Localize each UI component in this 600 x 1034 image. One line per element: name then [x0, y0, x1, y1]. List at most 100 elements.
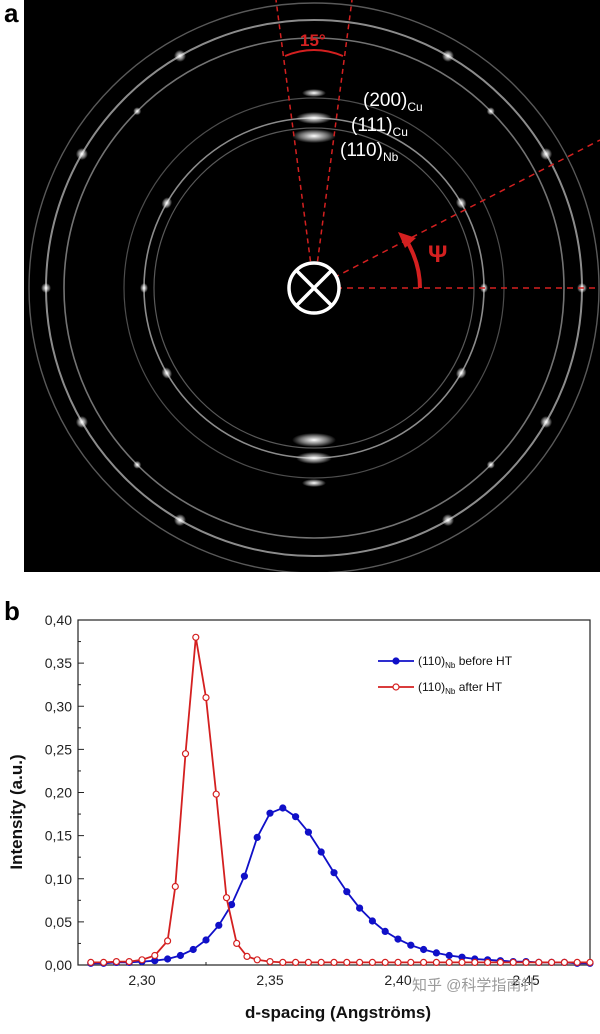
series-line	[90, 637, 590, 964]
data-point	[125, 958, 133, 966]
y-tick-label: 0,15	[45, 828, 72, 844]
data-point	[356, 904, 364, 912]
diffraction-spot	[292, 129, 336, 143]
diffraction-spot	[302, 89, 326, 97]
diffraction-spot	[75, 416, 88, 429]
cone-arc	[284, 49, 344, 57]
chart-legend: (110)Nb before HT (110)Nb after HT	[378, 654, 513, 696]
diffraction-spot	[442, 514, 454, 527]
data-point	[202, 936, 210, 944]
ring-outer-1	[63, 37, 565, 539]
series-before-ht	[87, 804, 594, 967]
diffraction-rings	[28, 2, 600, 572]
data-point	[228, 901, 236, 909]
beam-center-marker	[287, 261, 341, 315]
diffraction-spot	[486, 107, 495, 116]
data-point	[99, 958, 108, 966]
diffraction-spot	[174, 514, 186, 527]
data-point	[484, 958, 492, 966]
cone-right-line	[313, 0, 353, 289]
data-point	[458, 958, 466, 966]
diffraction-spot	[455, 367, 467, 379]
y-tick-label: 0,25	[45, 741, 72, 757]
data-point	[266, 958, 274, 966]
diffraction-spot	[174, 49, 186, 62]
diffraction-spot	[442, 49, 454, 62]
data-point	[330, 869, 338, 877]
legend-marker-icon	[392, 657, 400, 665]
data-point	[573, 958, 581, 966]
x-tick-label: 2,40	[384, 972, 411, 988]
data-point	[560, 958, 569, 966]
diffraction-spot	[296, 452, 332, 464]
diffraction-spot	[133, 107, 142, 116]
panel-a: a 15° Ψ (200)Cu (	[4, 0, 600, 572]
legend-label: (110)Nb before HT	[418, 654, 513, 670]
x-axis-title: d-spacing (Angströms)	[245, 1003, 431, 1022]
data-point	[181, 750, 190, 758]
data-point	[445, 958, 453, 966]
data-point	[471, 958, 479, 966]
x-tick-label: 2,45	[512, 972, 539, 988]
data-point	[317, 958, 325, 966]
data-point	[233, 939, 241, 947]
data-point	[192, 633, 200, 641]
data-point	[432, 949, 440, 957]
diffraction-spot	[302, 479, 326, 487]
beam-cross-line-2	[294, 268, 334, 308]
data-point	[292, 813, 300, 821]
data-point	[151, 951, 159, 960]
psi-label: Ψ	[428, 241, 447, 268]
data-point	[445, 951, 453, 960]
data-point	[202, 693, 210, 702]
legend-label: (110)Nb after HT	[418, 680, 503, 696]
data-point	[266, 809, 274, 817]
diffraction-spot	[41, 283, 51, 293]
data-point	[381, 958, 389, 966]
data-point	[407, 958, 415, 966]
reflection-labels: (200)Cu (111)Cu (110)Nb	[340, 90, 423, 164]
psi-arrowhead-icon	[398, 232, 416, 248]
data-point	[222, 894, 231, 902]
data-point	[420, 945, 428, 954]
legend-marker-icon	[392, 683, 400, 691]
ring-outer-3	[28, 2, 600, 572]
psi-tilted-line	[313, 139, 600, 289]
diffraction-spot	[161, 367, 173, 379]
y-tick-label: 0,10	[45, 871, 72, 887]
data-point	[253, 956, 261, 964]
data-point	[304, 958, 312, 966]
diffraction-spot	[140, 283, 148, 293]
data-point	[279, 958, 287, 966]
data-point	[368, 958, 376, 966]
data-point	[330, 958, 338, 966]
diffraction-spot	[540, 416, 553, 428]
data-point	[253, 833, 261, 841]
data-point	[586, 958, 594, 966]
x-tick-label: 2,35	[256, 972, 283, 988]
diffraction-spot	[486, 460, 495, 469]
data-point	[292, 958, 300, 966]
y-axis-title: Intensity (a.u.)	[7, 754, 26, 869]
diffraction-spot	[292, 433, 336, 447]
data-point	[343, 888, 351, 896]
y-tick-label: 0,35	[45, 655, 72, 671]
reflection-label-nb-110: (110)Nb	[340, 140, 399, 164]
series-line	[90, 806, 590, 965]
y-tick-label: 0,00	[45, 957, 72, 973]
diffraction-spots	[41, 49, 587, 527]
data-point	[317, 848, 325, 856]
data-point	[212, 790, 220, 798]
data-point	[381, 927, 389, 935]
plot-frame	[77, 619, 591, 966]
data-point	[368, 917, 376, 925]
data-point	[215, 921, 223, 929]
data-point	[547, 958, 556, 966]
data-point	[176, 951, 184, 960]
panel-a-letter: a	[4, 0, 19, 28]
data-point	[522, 958, 530, 966]
data-point	[138, 956, 146, 964]
data-point	[304, 828, 312, 836]
data-point	[240, 872, 248, 880]
panel-b: b d-spacing (Angströms) Intensity (a.u.)…	[0, 590, 600, 1029]
